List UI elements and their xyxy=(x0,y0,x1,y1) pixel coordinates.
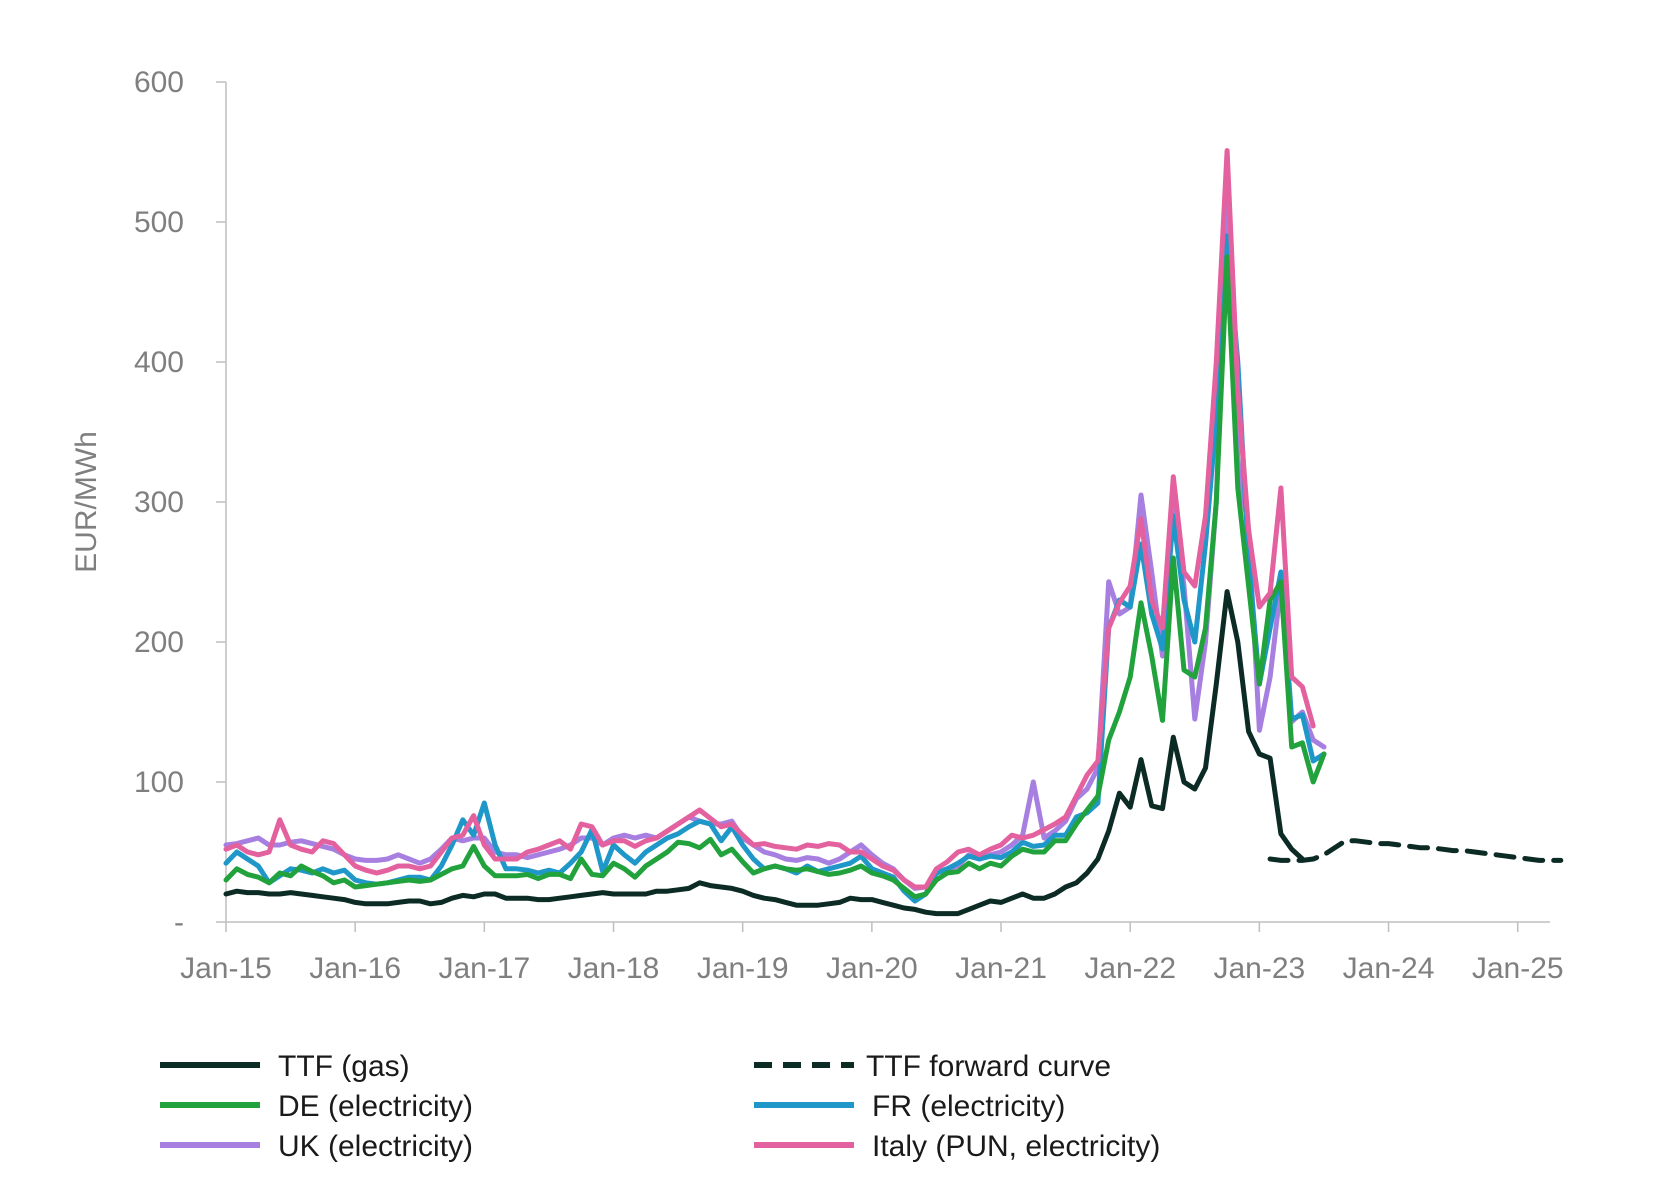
x-tick-label: Jan-19 xyxy=(697,952,789,985)
series-line-ttf-gas xyxy=(223,589,1305,917)
x-axis-ticks: Jan-15 Jan-16 Jan-17 Jan-18 Jan-19 Jan-20 Jan-… xyxy=(180,922,1564,985)
legend-label-ttf-gas: TTF (gas) xyxy=(278,1050,410,1083)
series-line-fr-electricity xyxy=(223,233,1327,904)
legend-label-de-electricity: DE (electricity) xyxy=(278,1090,473,1123)
x-tick-label: Jan-23 xyxy=(1213,952,1305,985)
x-tick-label: Jan-16 xyxy=(309,952,401,985)
series-lines xyxy=(223,148,1564,917)
legend: TTF (gas) TTF forward curve DE (electricit… xyxy=(160,1050,1160,1163)
series-line-de-electricity xyxy=(223,254,1327,900)
x-tick-label: Jan-17 xyxy=(438,952,530,985)
x-tick-label: Jan-24 xyxy=(1343,952,1435,985)
legend-label-fr-electricity: FR (electricity) xyxy=(872,1090,1065,1123)
x-tick-label: Jan-15 xyxy=(180,952,272,985)
x-tick-label: Jan-20 xyxy=(826,952,918,985)
y-tick-label: 300 xyxy=(134,486,184,519)
legend-label-ttf-forward-curve: TTF forward curve xyxy=(866,1050,1111,1083)
y-axis-title: EUR/MWh xyxy=(70,431,103,573)
y-axis-ticks: - 100 200 300 400 500 600 xyxy=(134,66,226,939)
series-line-uk-electricity xyxy=(223,170,1327,891)
series-line-ttf-forward-curve xyxy=(1267,838,1564,863)
x-tick-label: Jan-21 xyxy=(955,952,1047,985)
y-tick-label: - xyxy=(174,906,184,939)
x-tick-label: Jan-22 xyxy=(1084,952,1176,985)
legend-label-uk-electricity: UK (electricity) xyxy=(278,1130,473,1163)
y-tick-label: 100 xyxy=(134,766,184,799)
y-tick-label: 500 xyxy=(134,206,184,239)
x-tick-label: Jan-18 xyxy=(568,952,660,985)
series-line-italy-pun-electricity xyxy=(223,148,1316,890)
legend-label-italy-pun-electricity: Italy (PUN, electricity) xyxy=(872,1130,1160,1163)
y-tick-label: 400 xyxy=(134,346,184,379)
y-tick-label: 600 xyxy=(134,66,184,99)
x-tick-label: Jan-25 xyxy=(1472,952,1564,985)
y-tick-label: 200 xyxy=(134,626,184,659)
